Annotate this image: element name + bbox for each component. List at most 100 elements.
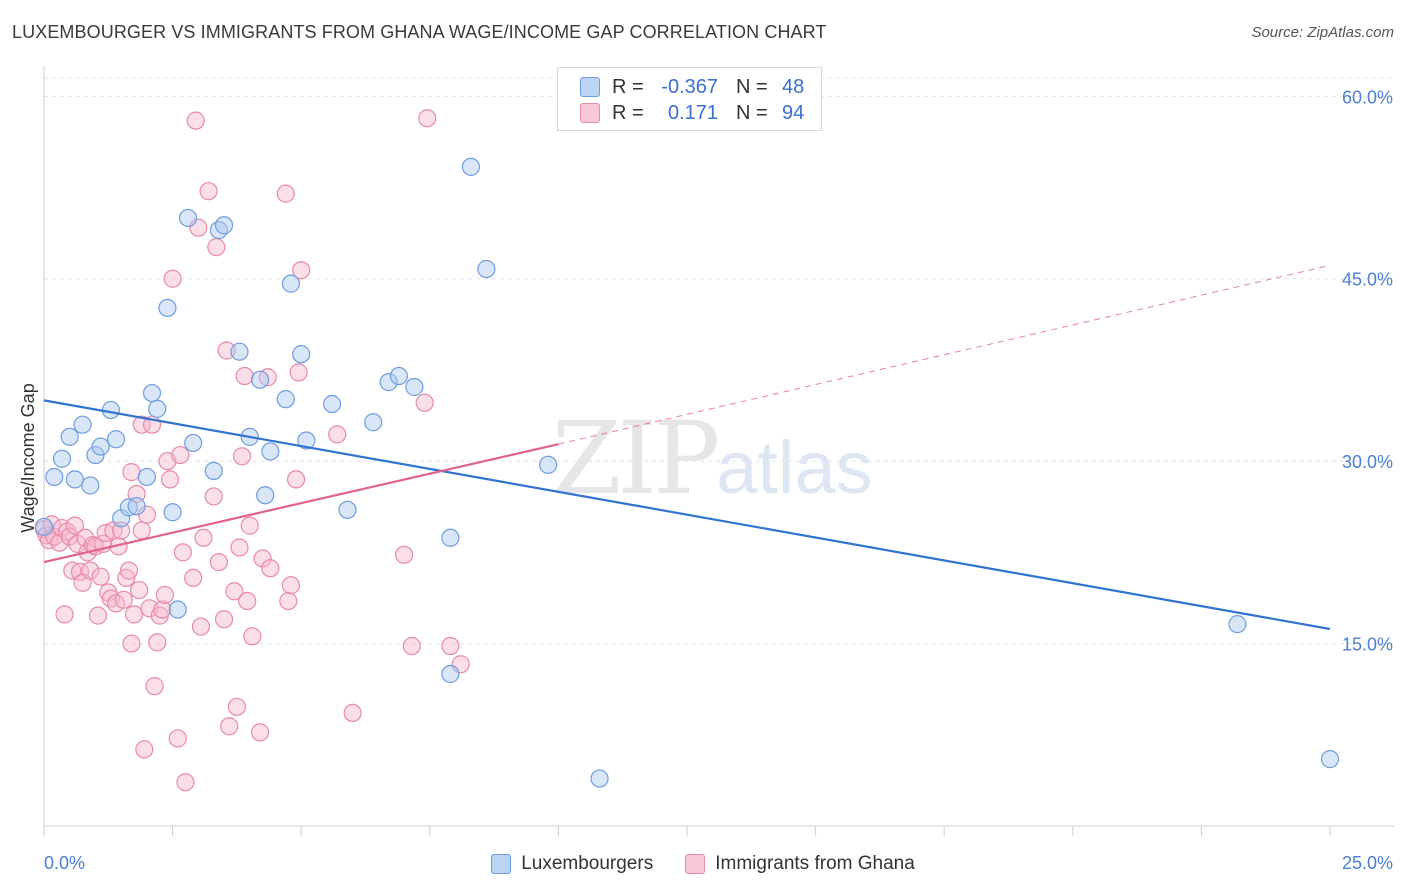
trend-lines bbox=[43, 264, 1331, 631]
trend-line-luxembourgers bbox=[43, 399, 1331, 631]
stats-legend: R = -0.367 N = 48 R = 0.171 N = 94 bbox=[557, 67, 822, 131]
legend-n-label: N = bbox=[736, 101, 768, 124]
data-point-luxembourger bbox=[461, 157, 481, 176]
data-point-luxembourger bbox=[256, 486, 275, 505]
data-point-luxembourger bbox=[106, 430, 126, 449]
data-point-ghana bbox=[81, 561, 100, 580]
data-point-luxembourger bbox=[73, 415, 92, 434]
data-point-luxembourger bbox=[379, 373, 398, 392]
legend-n-label: N = bbox=[736, 75, 768, 98]
watermark-atlas: atlas bbox=[716, 426, 873, 509]
legend-label-luxembourgers: Luxembourgers bbox=[521, 853, 654, 874]
data-point-luxembourger bbox=[1228, 615, 1247, 634]
data-point-luxembourger bbox=[322, 394, 342, 414]
data-point-ghana bbox=[130, 580, 149, 600]
data-point-luxembourger bbox=[45, 467, 64, 487]
data-point-luxembourger bbox=[81, 476, 100, 495]
data-point-luxembourger bbox=[137, 467, 156, 487]
legend-item-ghana[interactable]: Immigrants from Ghana bbox=[685, 853, 915, 875]
data-point-ghana bbox=[292, 261, 311, 280]
data-point-ghana bbox=[199, 182, 218, 201]
data-point-luxembourger bbox=[441, 528, 460, 547]
axes bbox=[43, 66, 1394, 836]
data-point-luxembourger bbox=[364, 413, 383, 432]
data-point-ghana bbox=[220, 717, 239, 736]
data-point-luxembourger bbox=[338, 500, 357, 519]
data-point-ghana bbox=[186, 111, 205, 130]
legend-n-value: 94 bbox=[782, 101, 805, 124]
data-point-ghana bbox=[286, 470, 306, 489]
legend-r-label: R = bbox=[612, 75, 644, 98]
tick-labels: 15.0% 30.0% 45.0% 60.0% 0.0% 25.0% bbox=[44, 87, 1393, 873]
data-point-ghana bbox=[328, 425, 347, 444]
data-point-luxembourger bbox=[34, 517, 54, 536]
data-point-ghana bbox=[88, 606, 108, 625]
data-point-ghana bbox=[163, 269, 182, 288]
legend-swatch-blue bbox=[491, 854, 512, 874]
data-point-ghana bbox=[176, 773, 195, 792]
data-point-luxembourger bbox=[297, 431, 316, 450]
data-point-luxembourger bbox=[230, 342, 249, 361]
data-point-ghana bbox=[60, 527, 79, 546]
data-point-ghana bbox=[204, 487, 223, 506]
data-point-ghana bbox=[145, 677, 164, 696]
data-point-luxembourger bbox=[539, 455, 558, 474]
data-point-ghana bbox=[289, 363, 308, 382]
data-point-luxembourger bbox=[163, 503, 182, 522]
data-point-ghana bbox=[101, 589, 120, 608]
legend-label-ghana: Immigrants from Ghana bbox=[715, 853, 915, 874]
y-tick-label: 45.0% bbox=[1342, 270, 1393, 290]
data-point-ghana bbox=[415, 393, 434, 412]
data-point-luxembourger bbox=[148, 399, 167, 418]
data-point-ghana bbox=[276, 184, 295, 203]
legend-r-value: 0.171 bbox=[667, 101, 718, 124]
data-point-ghana bbox=[171, 445, 190, 465]
data-point-ghana bbox=[261, 559, 280, 578]
legend-n-value: 48 bbox=[782, 75, 805, 98]
data-point-luxembourger bbox=[389, 366, 409, 386]
data-point-luxembourger bbox=[91, 437, 110, 456]
data-point-luxembourger bbox=[405, 377, 424, 397]
data-point-ghana bbox=[63, 561, 82, 580]
data-point-ghana bbox=[140, 599, 159, 618]
legend-item-luxembourgers[interactable]: Luxembourgers bbox=[491, 853, 653, 875]
data-point-ghana bbox=[155, 585, 174, 605]
data-point-ghana bbox=[132, 521, 151, 540]
y-tick-label: 15.0% bbox=[1342, 635, 1393, 655]
data-point-luxembourger bbox=[60, 427, 79, 446]
data-point-ghana bbox=[124, 605, 144, 624]
data-point-ghana bbox=[343, 703, 362, 723]
data-point-luxembourger bbox=[52, 449, 72, 468]
legend-row-luxembourgers: R = -0.367 N = 48 bbox=[580, 75, 804, 99]
data-point-ghana bbox=[173, 543, 192, 562]
legend-row-ghana: R = 0.171 N = 94 bbox=[580, 101, 804, 125]
data-point-luxembourger bbox=[214, 216, 234, 235]
data-point-luxembourger bbox=[127, 497, 146, 516]
data-point-ghana bbox=[279, 591, 298, 611]
data-point-luxembourger bbox=[292, 345, 311, 364]
data-point-ghana bbox=[122, 634, 141, 653]
data-point-ghana bbox=[207, 238, 226, 257]
source-credit: Source: ZipAtlas.com bbox=[1251, 24, 1394, 41]
data-point-luxembourger bbox=[281, 274, 301, 293]
data-point-ghana bbox=[235, 366, 254, 386]
data-point-luxembourger bbox=[477, 259, 496, 279]
data-point-ghana bbox=[153, 600, 172, 619]
y-tick-label: 30.0% bbox=[1342, 452, 1393, 472]
data-point-ghana bbox=[135, 740, 154, 759]
legend-swatch-pink bbox=[685, 854, 706, 874]
data-point-luxembourger bbox=[209, 220, 228, 240]
trend-line-ghana-extension bbox=[558, 264, 1331, 445]
data-point-ghana bbox=[148, 633, 167, 652]
data-point-luxembourger bbox=[1320, 750, 1340, 769]
data-point-ghana bbox=[418, 109, 437, 128]
data-point-ghana bbox=[132, 415, 151, 434]
data-point-ghana bbox=[402, 636, 421, 656]
data-point-ghana bbox=[65, 516, 84, 535]
data-point-ghana bbox=[227, 697, 246, 716]
data-point-ghana bbox=[214, 610, 234, 629]
grid-lines bbox=[44, 77, 1394, 645]
data-point-luxembourger bbox=[250, 370, 270, 389]
data-point-ghana bbox=[191, 617, 210, 636]
